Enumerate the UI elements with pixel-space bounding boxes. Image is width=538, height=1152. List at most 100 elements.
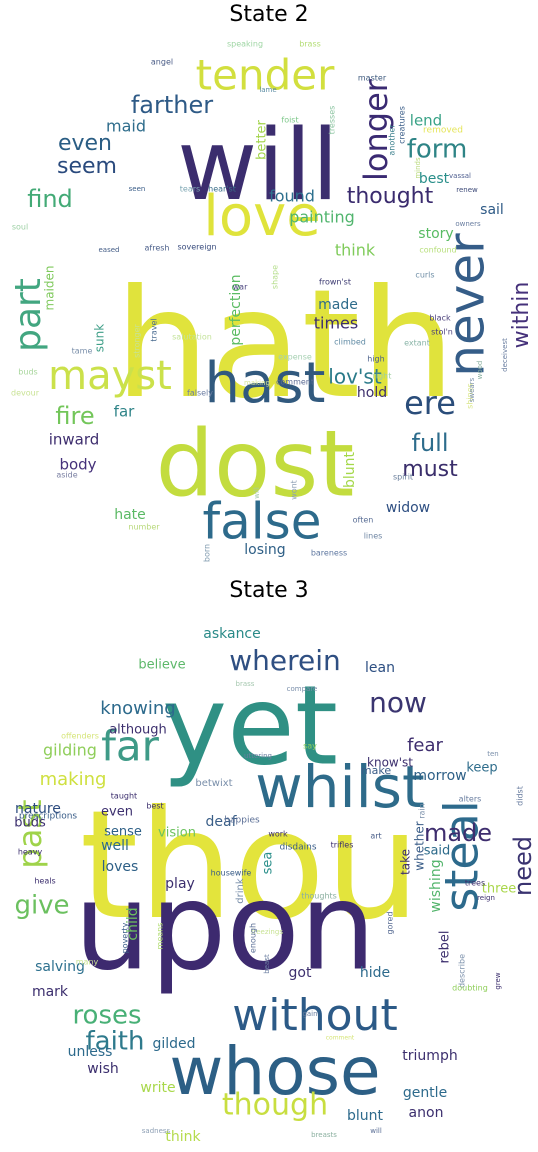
cloud-word: whilst [255,753,424,821]
wordcloud-panel-state-3: State 3 thou upon yet whose whilst without ste… [0,576,538,1152]
cloud-word: roses [72,1001,141,1031]
cloud-word: know'st [367,756,413,770]
cloud-word: write [140,1080,175,1096]
cloud-word: losing [244,542,285,558]
cloud-word: now [369,686,427,719]
cloud-word: said [424,844,451,859]
cloud-word: love [203,184,320,249]
cloud-word: unless [68,1044,113,1060]
cloud-word: inward [49,431,100,449]
cloud-word: hear'st [208,185,236,194]
cloud-word: aside [56,471,77,480]
cloud-word: wishing [428,859,444,912]
cloud-word: loves [102,859,139,875]
cloud-word: removed [423,126,463,136]
cloud-word: lean [365,660,395,676]
cloud-word: dost [156,410,355,517]
cloud-word: form [407,135,468,165]
cloud-word: wish [87,1061,119,1077]
cloud-word: vision [158,826,196,841]
cloud-word: well [101,838,129,854]
cloud-word: askance [203,626,261,642]
cloud-word: take [399,849,413,875]
cloud-word: trees [465,879,485,888]
cloud-word: buds [14,816,46,831]
cloud-word: salving [35,959,85,975]
cloud-word: knowing [100,698,175,719]
cloud-word: seem [57,154,117,179]
cloud-word: maiden [43,266,57,311]
cloud-word: extant [404,339,430,348]
cloud-word: thou [80,779,421,953]
cloud-word: heavy [18,848,43,857]
cloud-word: falsely [187,389,213,398]
cloud-word: devour [11,389,40,398]
cloud-word: upon [74,859,376,998]
cloud-word: false [203,493,322,551]
cloud-word: sense [104,825,142,840]
cloud-word: brass [299,40,321,49]
cloud-word: never [438,233,496,377]
cloud-word: rebel [438,931,453,964]
cloud-word: number [128,523,160,532]
cloud-word: far [101,722,160,771]
cloud-word: faith [86,1027,145,1057]
cloud-word: deaf [205,814,237,830]
cloud-word: angel [151,58,173,67]
cloud-word: alters [459,795,482,804]
cloud-word: three [482,882,516,897]
cloud-word: gain [302,1010,317,1018]
cloud-word: enough [249,923,258,953]
wordcloud-panel-state-2: State 2 hath dost will love hast false never te… [8,2,534,563]
cloud-word: whether [413,821,427,870]
cloud-word: trifles [331,841,354,850]
cloud-word: nature [15,801,61,817]
cloud-word: compare [287,685,318,693]
cloud-word: betwixt [195,778,232,789]
cloud-word: heals [34,877,55,886]
cloud-word: will [253,487,261,499]
cloud-word: gilding [43,741,97,760]
cloud-word: lame [259,86,276,94]
cloud-word: widow [386,500,430,516]
cloud-word: anon [409,1105,444,1121]
cloud-word: best [146,802,163,811]
cloud-word: swears [468,377,476,402]
cloud-word: far [114,403,135,421]
cloud-word: buds [18,368,37,377]
cloud-word: hast [205,351,326,416]
cloud-word: confound [419,246,456,255]
cloud-word: although [109,723,167,738]
cloud-word: black [429,314,451,323]
cloud-word: made [318,297,358,313]
cloud-word: rain [418,803,427,818]
cloud-word: curls [415,271,434,280]
cloud-word: reign [477,894,495,902]
cloud-word: frown'st [319,278,351,287]
cloud-word: hide [360,965,390,981]
cloud-word: lend [410,112,442,130]
cloud-word: tears [180,185,200,194]
word-cloud: hath dost will love hast false never tender mays… [8,40,534,563]
cloud-word: sunk [93,324,107,352]
cloud-word: triumph [402,1048,457,1064]
cloud-word: keep [466,761,497,776]
cloud-word: salutation [172,333,212,342]
cloud-word: gilded [152,1036,195,1052]
cloud-word: often [353,516,374,525]
cloud-word: whose [169,1033,380,1110]
cloud-word: foist [281,116,298,125]
cloud-word: means [156,923,165,950]
cloud-word: thoughts [301,892,337,901]
word-cloud-svg: hathdostwilllovehastfalsenevertendermays… [8,40,534,563]
cloud-word: believe [138,658,185,673]
cloud-word: perfection [228,274,244,345]
cloud-word: drink [235,878,246,904]
cloud-word: taught [111,792,137,801]
cloud-word: master [358,74,387,83]
cloud-word: even [58,131,112,156]
cloud-word: making [40,769,107,790]
cloud-word: offenders [61,732,99,741]
cloud-word: ere [404,384,456,422]
cloud-word: didst [516,786,525,806]
